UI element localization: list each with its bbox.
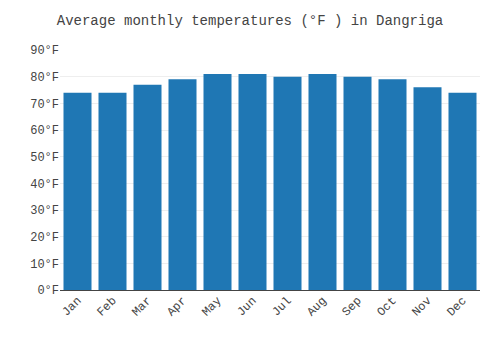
svg-text:Mar: Mar xyxy=(129,294,154,319)
svg-text:Feb: Feb xyxy=(94,294,119,319)
svg-text:0°F: 0°F xyxy=(37,284,59,298)
svg-text:Aug: Aug xyxy=(304,294,329,319)
svg-text:20°F: 20°F xyxy=(30,231,59,245)
svg-text:Jun: Jun xyxy=(234,294,259,319)
svg-text:50°F: 50°F xyxy=(30,151,59,165)
svg-text:Jan: Jan xyxy=(59,294,84,319)
svg-text:60°F: 60°F xyxy=(30,124,59,138)
svg-text:May: May xyxy=(199,294,224,319)
svg-text:80°F: 80°F xyxy=(30,71,59,85)
svg-text:30°F: 30°F xyxy=(30,204,59,218)
svg-text:40°F: 40°F xyxy=(30,178,59,192)
svg-text:10°F: 10°F xyxy=(30,258,59,272)
svg-text:Jul: Jul xyxy=(269,294,294,319)
svg-text:Nov: Nov xyxy=(409,294,434,319)
svg-text:Oct: Oct xyxy=(374,294,399,319)
svg-text:Average monthly temperatures (: Average monthly temperatures (°F ) in Da… xyxy=(57,13,443,29)
svg-text:70°F: 70°F xyxy=(30,98,59,112)
svg-text:90°F: 90°F xyxy=(30,44,59,58)
svg-text:Apr: Apr xyxy=(164,294,189,319)
svg-text:Dec: Dec xyxy=(444,294,469,319)
svg-text:Sep: Sep xyxy=(339,294,364,319)
